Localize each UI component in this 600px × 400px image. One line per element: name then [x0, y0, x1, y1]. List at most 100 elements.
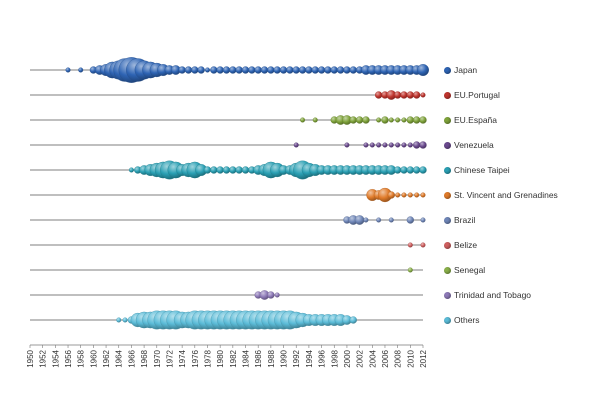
- bubble-point: [184, 66, 193, 74]
- bubble-point: [203, 166, 212, 174]
- legend-label: EU.España: [454, 115, 497, 125]
- bubble-point: [417, 64, 429, 76]
- x-tick-label: 1962: [102, 349, 111, 367]
- bubble-point: [344, 142, 350, 148]
- legend-label: Chinese Taipei: [454, 165, 510, 175]
- bubble-point: [273, 66, 281, 74]
- bubble-point: [229, 166, 237, 174]
- bubble-point: [406, 166, 414, 174]
- legend-item: Trinidad and Tobago: [444, 288, 531, 302]
- bubble-point: [388, 142, 394, 148]
- bubble-point: [376, 117, 382, 123]
- bubble-chart: 1950 1952 1954 1956 1958 1960 1962 1964 1966 1968…: [26, 57, 429, 368]
- bubble-point: [78, 67, 84, 73]
- bubble-point: [406, 91, 414, 99]
- x-tick-label: 1994: [305, 349, 314, 367]
- bubble-point: [343, 66, 351, 74]
- bubble-point: [204, 67, 210, 73]
- bubble-point: [388, 217, 394, 223]
- x-tick-label: 2004: [368, 349, 377, 367]
- bubble-point: [362, 116, 370, 124]
- x-tick-label: 1990: [280, 349, 289, 367]
- x-tick-label: 1956: [64, 349, 73, 367]
- bubble-point: [305, 66, 313, 74]
- bubble-point: [420, 192, 426, 198]
- legend-label: Venezuela: [454, 140, 494, 150]
- x-tick-label: 2012: [419, 349, 428, 367]
- x-tick-label: 1998: [330, 349, 339, 367]
- bubble-point: [363, 217, 369, 223]
- legend-label: EU.Portugal: [454, 90, 500, 100]
- bubble-point: [400, 91, 408, 99]
- x-tick-label: 1960: [89, 349, 98, 367]
- bubble-point: [317, 66, 326, 74]
- bubble-point: [413, 166, 421, 174]
- x-tick-label: 1996: [318, 349, 327, 367]
- x-tick-label: 1976: [191, 349, 200, 367]
- bubble-point: [395, 117, 401, 123]
- bubble-point: [395, 142, 401, 148]
- x-tick-label: 1982: [229, 349, 238, 367]
- bubble-point: [413, 116, 421, 124]
- x-tick-label: 1980: [216, 349, 225, 367]
- bubble-point: [400, 166, 408, 174]
- x-tick-label: 1958: [77, 349, 86, 367]
- x-tick-label: 2002: [356, 349, 365, 367]
- x-tick-label: 2000: [343, 349, 352, 367]
- bubble-point: [354, 215, 365, 225]
- x-tick-label: 1954: [51, 349, 60, 367]
- legend-item: EU.España: [444, 113, 497, 127]
- bubble-point: [420, 242, 426, 248]
- bubble-point: [178, 66, 186, 74]
- bubble-point: [248, 66, 256, 74]
- bubble-point: [374, 91, 383, 99]
- legend-item: Venezuela: [444, 138, 494, 152]
- bubble-point: [254, 66, 262, 74]
- bubble-point: [349, 66, 357, 74]
- legend-marker-icon: [444, 291, 451, 299]
- legend-marker-icon: [444, 66, 451, 74]
- x-tick-label: 1966: [127, 349, 136, 367]
- bubble-point: [241, 166, 250, 174]
- x-tick-label: 1986: [254, 349, 263, 367]
- bubble-point: [300, 117, 306, 123]
- x-tick-label: 2010: [406, 349, 415, 367]
- bubble-point: [312, 117, 318, 123]
- bubble-point: [222, 66, 231, 74]
- bubble-point: [292, 66, 300, 74]
- bubble-point: [420, 92, 426, 98]
- bubble-point: [395, 192, 401, 198]
- bubble-point: [406, 216, 414, 224]
- bubble-point: [382, 142, 388, 148]
- bubble-point: [191, 66, 199, 74]
- bubble-point: [393, 166, 402, 174]
- bubble-point: [420, 217, 426, 223]
- x-tick-label: 2006: [381, 349, 390, 367]
- bubble-point: [407, 142, 413, 148]
- bubble-point: [406, 116, 414, 124]
- x-tick-label: 2008: [394, 349, 403, 367]
- legend-label: Others: [454, 315, 480, 325]
- legend-label: Senegal: [454, 265, 486, 275]
- bubble-point: [279, 66, 288, 74]
- legend-label: Belize: [454, 240, 478, 250]
- bubble-point: [260, 66, 269, 74]
- legend-marker-icon: [444, 141, 451, 149]
- bubble-point: [286, 66, 294, 74]
- bubble-point: [387, 191, 395, 199]
- bubble-point: [210, 166, 218, 174]
- legend-marker-icon: [444, 166, 451, 174]
- legend-item: EU.Portugal: [444, 88, 500, 102]
- x-tick-label: 1964: [115, 349, 124, 367]
- bubble-point: [216, 166, 224, 174]
- bubble-point: [235, 166, 243, 174]
- bubble-point: [241, 66, 250, 74]
- bubble-point: [311, 66, 319, 74]
- legend-item: Japan: [444, 63, 477, 77]
- legend-marker-icon: [444, 191, 451, 199]
- legend-item: Brazil: [444, 213, 475, 227]
- bubble-point: [330, 66, 338, 74]
- bubble-point: [401, 192, 407, 198]
- legend-marker-icon: [444, 241, 451, 249]
- x-tick-label: 1970: [153, 349, 162, 367]
